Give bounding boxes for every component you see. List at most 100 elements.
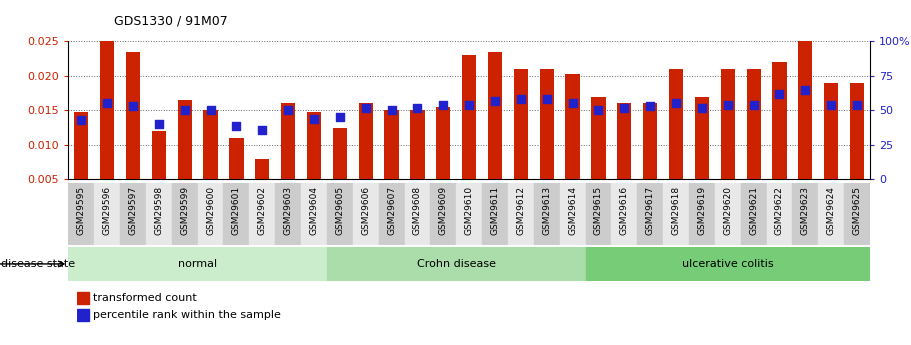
Text: ulcerative colitis: ulcerative colitis [682,259,773,269]
Point [281,108,295,113]
Bar [223,183,250,245]
Point [850,102,865,108]
Bar [746,69,761,179]
Point [358,105,373,110]
Bar [68,183,94,245]
Bar [586,247,870,281]
Text: GSM29600: GSM29600 [206,186,215,235]
Text: GSM29598: GSM29598 [154,186,163,235]
Bar [203,110,218,179]
Point [333,115,347,120]
Point [487,98,502,104]
Bar [689,183,715,245]
Bar [198,183,223,245]
Bar [591,97,606,179]
Bar [68,247,327,281]
Text: GSM29595: GSM29595 [77,186,86,235]
Point [746,102,761,108]
Point [773,91,787,97]
Bar [100,41,114,179]
Bar [611,183,638,245]
Text: normal: normal [178,259,217,269]
Text: GSM29614: GSM29614 [568,186,577,235]
Bar [618,104,631,179]
Point [798,87,813,92]
Text: GSM29615: GSM29615 [594,186,603,235]
Text: GSM29599: GSM29599 [180,186,189,235]
Bar [250,183,275,245]
Text: GSM29618: GSM29618 [671,186,681,235]
Text: Crohn disease: Crohn disease [416,259,496,269]
Bar [741,183,766,245]
Bar [275,183,301,245]
Text: GSM29606: GSM29606 [362,186,370,235]
Bar [77,309,88,321]
Bar [566,74,579,179]
Point [669,101,683,106]
Bar [404,183,430,245]
Text: GSM29601: GSM29601 [232,186,241,235]
Bar [773,62,786,179]
Text: percentile rank within the sample: percentile rank within the sample [93,310,281,320]
Bar [94,183,120,245]
Bar [482,183,508,245]
Text: GSM29620: GSM29620 [723,186,732,235]
Bar [462,55,476,179]
Bar [850,83,865,179]
Point [410,105,425,110]
Text: GSM29625: GSM29625 [853,186,862,235]
Point [591,108,606,113]
Text: disease state: disease state [1,259,75,269]
Text: GSM29611: GSM29611 [490,186,499,235]
Point [721,102,735,108]
Bar [146,183,172,245]
Text: GSM29607: GSM29607 [387,186,396,235]
Text: GSM29597: GSM29597 [128,186,138,235]
Bar [172,183,198,245]
Bar [669,69,683,179]
Point [178,108,192,113]
Bar [281,104,295,179]
Point [694,105,709,110]
Point [617,105,631,110]
Point [307,116,322,121]
Bar [456,183,482,245]
Bar [120,183,146,245]
Point [566,101,580,106]
Point [462,102,476,108]
Point [643,104,658,109]
Text: GSM29621: GSM29621 [749,186,758,235]
Text: GSM29608: GSM29608 [413,186,422,235]
Text: GSM29612: GSM29612 [517,186,526,235]
Bar [359,104,373,179]
Text: GSM29604: GSM29604 [310,186,319,235]
Point [824,102,838,108]
Bar [514,69,528,179]
Bar [844,183,870,245]
Bar [824,83,838,179]
Text: GSM29623: GSM29623 [801,186,810,235]
Bar [534,183,559,245]
Bar [539,69,554,179]
Text: GSM29619: GSM29619 [698,186,706,235]
Bar [327,183,353,245]
Point [151,121,166,127]
Bar [766,183,793,245]
Text: GDS1330 / 91M07: GDS1330 / 91M07 [114,14,228,28]
Text: GSM29609: GSM29609 [439,186,448,235]
Point [255,127,270,132]
Bar [695,97,709,179]
Bar [327,247,586,281]
Bar [230,138,243,179]
Point [539,97,554,102]
Text: GSM29596: GSM29596 [103,186,112,235]
Point [436,102,451,108]
Text: GSM29610: GSM29610 [465,186,474,235]
Bar [178,100,192,179]
Bar [508,183,534,245]
Text: GSM29624: GSM29624 [826,186,835,235]
Bar [410,110,425,179]
Bar [379,183,404,245]
Bar [638,183,663,245]
Text: GSM29617: GSM29617 [646,186,655,235]
